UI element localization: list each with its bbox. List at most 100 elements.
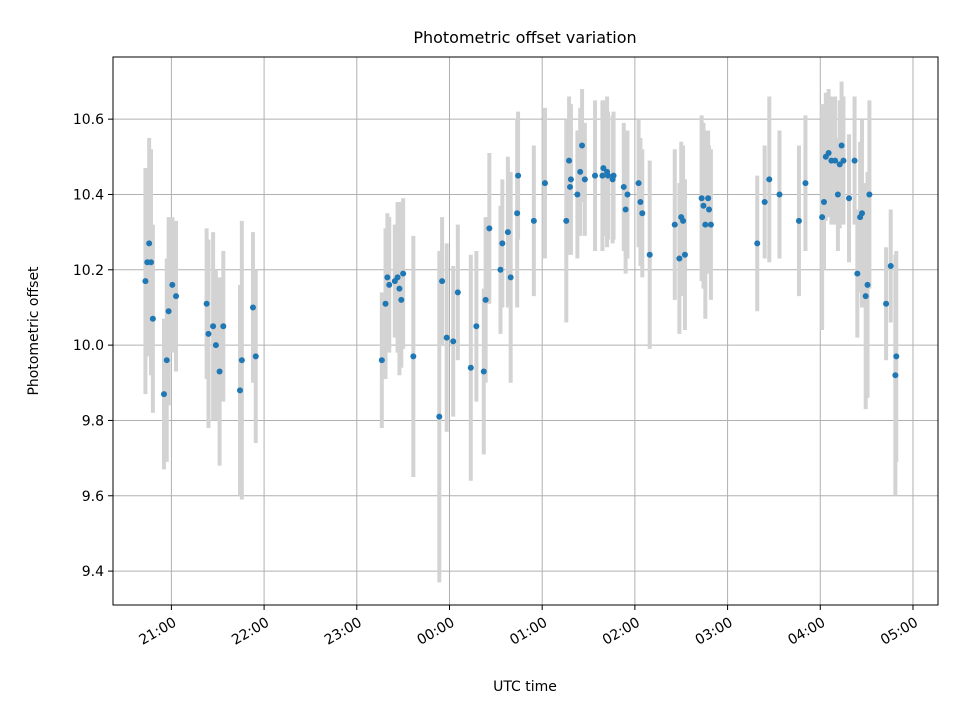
y-tick-label: 10.2 (73, 263, 104, 279)
data-point (142, 278, 149, 285)
data-point (148, 259, 155, 266)
data-point (892, 372, 899, 379)
data-point (210, 323, 217, 330)
x-tick-label: 23:00 (322, 615, 365, 649)
data-point (676, 255, 683, 262)
data-point (220, 323, 227, 330)
data-point (173, 293, 180, 300)
data-point (887, 263, 894, 270)
data-point (480, 368, 487, 375)
data-point (563, 217, 570, 224)
x-tick-label: 21:00 (136, 615, 179, 649)
x-axis-ticks: 21:00 22:00 23:00 00:00 01:00 02:00 03:00 04:00… (136, 605, 921, 649)
y-gridlines (113, 118, 938, 572)
data-point (834, 191, 841, 198)
data-point (819, 214, 826, 221)
data-point (398, 296, 405, 303)
x-tick-label: 00:00 (415, 615, 458, 649)
data-point (410, 353, 417, 360)
data-point (624, 191, 631, 198)
x-tick-label: 04:00 (785, 615, 828, 649)
data-point (854, 270, 861, 277)
y-tick-label: 9.4 (82, 564, 104, 580)
x-tick-label: 03:00 (693, 615, 736, 649)
data-point (146, 240, 153, 247)
error-bars (143, 81, 899, 583)
data-point (384, 274, 391, 281)
data-point (400, 270, 407, 277)
data-point (838, 142, 845, 149)
data-point (473, 323, 480, 330)
data-point (514, 210, 521, 217)
data-point (577, 168, 584, 175)
data-point (396, 285, 403, 292)
data-point (866, 191, 873, 198)
data-point (825, 150, 832, 157)
data-point (504, 229, 511, 236)
data-point (574, 191, 581, 198)
data-point (883, 300, 890, 307)
data-point (216, 368, 223, 375)
chart-title: Photometric offset variation (413, 28, 636, 47)
data-point (705, 195, 712, 202)
data-point (836, 161, 843, 168)
y-axis-ticks: 9.4 9.6 9.8 10.0 10.2 10.4 10.6 (73, 112, 113, 580)
data-point (566, 157, 573, 164)
data-point (530, 217, 537, 224)
data-point (840, 157, 847, 164)
x-axis-label: UTC time (493, 679, 557, 695)
data-point (566, 183, 573, 190)
data-point (205, 330, 212, 337)
y-axis-label: Photometric offset (26, 266, 42, 396)
data-point (776, 191, 783, 198)
data-point (497, 266, 504, 273)
y-tick-label: 9.6 (82, 489, 104, 505)
data-point (862, 293, 869, 300)
data-point (766, 176, 773, 183)
y-tick-label: 10.6 (73, 112, 104, 128)
data-point (581, 176, 588, 183)
data-point (592, 172, 599, 179)
x-gridlines (170, 57, 914, 605)
data-point (160, 391, 167, 398)
data-point (149, 315, 156, 322)
data-point (846, 195, 853, 202)
data-point (622, 206, 629, 213)
data-point (635, 180, 642, 187)
data-point (394, 274, 401, 281)
data-point (637, 199, 644, 206)
data-point (252, 353, 259, 360)
x-tick-label: 02:00 (600, 615, 643, 649)
data-point (203, 300, 210, 307)
data-point (698, 195, 705, 202)
data-point (832, 157, 839, 164)
y-tick-label: 9.8 (82, 413, 104, 429)
data-point (707, 221, 714, 228)
data-point (802, 180, 809, 187)
data-point (851, 157, 858, 164)
data-point (893, 353, 900, 360)
data-point (671, 221, 678, 228)
data-point (163, 357, 170, 364)
data-points (142, 142, 900, 420)
data-point (249, 304, 256, 311)
data-point (706, 206, 713, 213)
data-point (754, 240, 761, 247)
data-point (681, 251, 688, 258)
data-point (515, 172, 522, 179)
data-point (499, 240, 506, 247)
data-point (680, 217, 687, 224)
data-point (386, 281, 393, 288)
data-point (795, 217, 802, 224)
x-tick-label: 22:00 (229, 615, 272, 649)
data-point (541, 180, 548, 187)
data-point (700, 202, 707, 209)
data-point (507, 274, 514, 281)
data-point (620, 183, 627, 190)
data-point (378, 357, 385, 364)
data-point (443, 334, 450, 341)
data-point (450, 338, 457, 345)
data-point (864, 281, 871, 288)
data-point (605, 172, 611, 179)
